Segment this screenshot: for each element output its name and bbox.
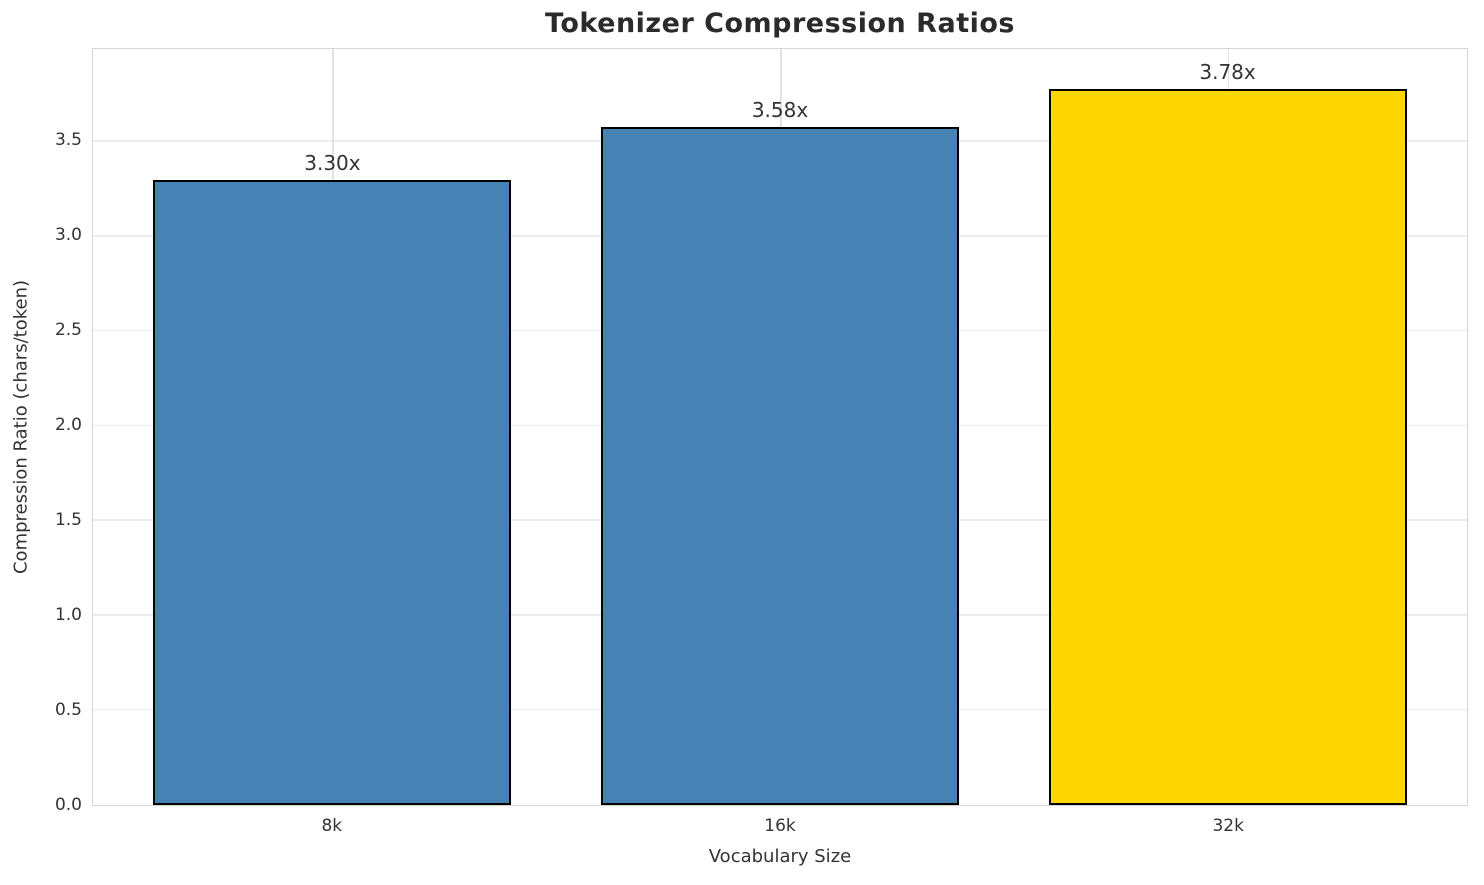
x-tick-label: 16k [764, 816, 796, 836]
y-tick-label: 1.5 [54, 510, 82, 531]
y-tick-label: 3.5 [54, 130, 82, 151]
bar-16k [600, 126, 959, 805]
plot-area: 3.30x 3.58x 3.78x [92, 48, 1468, 806]
x-axis-label: Vocabulary Size [708, 846, 852, 867]
bar-8k [153, 179, 512, 805]
bar-32k [1048, 88, 1407, 805]
bar-value-label: 3.30x [304, 151, 361, 176]
x-tick-label: 8k [321, 816, 343, 836]
bar-value-label: 3.58x [751, 97, 809, 122]
chart-title: Tokenizer Compression Ratios [545, 8, 1015, 39]
y-tick-label: 3.0 [54, 225, 82, 246]
y-tick-label: 0.5 [54, 700, 82, 720]
y-tick-label: 0.0 [54, 795, 82, 815]
y-tick-label: 1.0 [54, 605, 82, 626]
y-tick-label: 2.0 [54, 415, 82, 436]
x-tick-label: 32k [1212, 816, 1244, 836]
y-tick-label: 2.5 [54, 320, 82, 341]
y-axis-label: Compression Ratio (chars/token) [10, 279, 32, 575]
bar-value-label: 3.78x [1199, 59, 1256, 84]
